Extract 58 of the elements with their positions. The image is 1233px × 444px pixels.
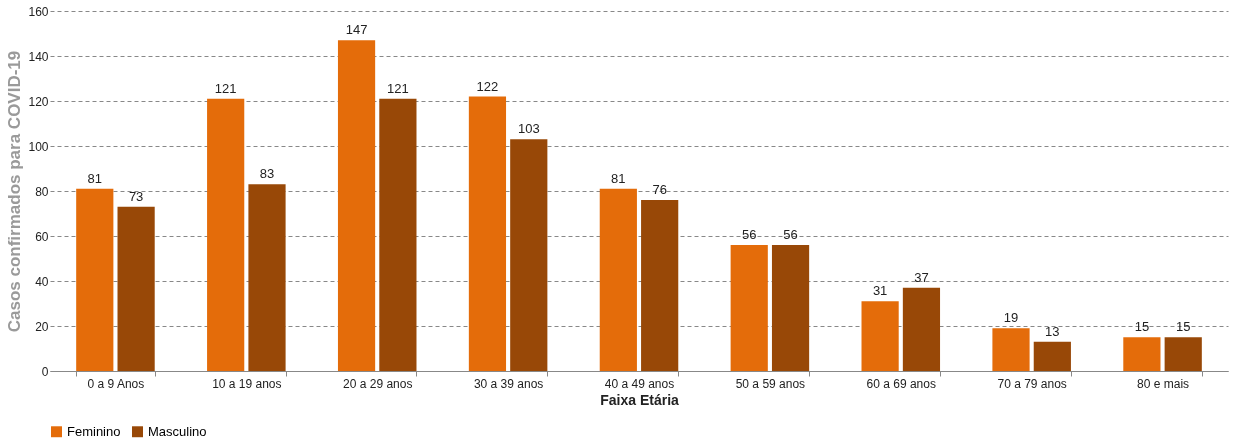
data-label: 121 (214, 80, 237, 96)
y-tick-label: 20 (35, 319, 49, 334)
data-label: 122 (476, 78, 499, 94)
bar (641, 200, 679, 371)
y-tick-label: 120 (28, 94, 49, 109)
data-label: 81 (611, 170, 626, 186)
data-label: 83 (259, 166, 275, 182)
bar (902, 287, 941, 371)
bar (771, 245, 810, 371)
x-tick-label: 30 a 39 anos (473, 376, 544, 391)
data-label: 56 (741, 227, 757, 242)
x-tick-label: 40 a 49 anos (604, 376, 675, 391)
data-label: 15 (1175, 319, 1191, 335)
x-tick-label: 80 e mais (1137, 376, 1190, 391)
data-label: 76 (652, 182, 667, 197)
data-label: 73 (128, 188, 144, 204)
y-tick-label: 160 (28, 4, 49, 19)
x-tick-label: 0 a 9 Anos (87, 376, 145, 391)
legend-label: Feminino (67, 423, 121, 439)
data-label: 31 (872, 283, 888, 299)
legend-label: Masculino (148, 423, 207, 439)
bar (861, 301, 899, 371)
y-tick-label: 0 (41, 364, 49, 379)
data-label: 56 (783, 227, 798, 242)
y-tick-label: 40 (35, 274, 49, 289)
bar (248, 184, 286, 371)
bar (468, 96, 507, 371)
x-tick-label: 10 a 19 anos (212, 376, 282, 391)
y-axis-title: Casos confirmados para COVID-19 (5, 50, 25, 333)
data-label: 37 (914, 269, 929, 285)
bar (1033, 341, 1071, 371)
data-label: 103 (517, 121, 540, 137)
bar (337, 40, 376, 371)
x-tick-label: 70 a 79 anos (997, 376, 1067, 391)
data-label: 147 (345, 22, 368, 38)
x-axis-title: Faixa Etária (600, 391, 680, 408)
data-label: 81 (87, 170, 103, 186)
data-label: 13 (1045, 323, 1060, 339)
bar (117, 206, 155, 371)
bar (992, 328, 1030, 371)
bar (1164, 337, 1202, 371)
bar (730, 245, 768, 371)
bar (379, 98, 417, 371)
y-tick-label: 140 (28, 49, 49, 64)
bar (599, 188, 637, 371)
bar (510, 139, 548, 371)
x-tick-label: 20 a 29 anos (343, 376, 413, 391)
y-tick-label: 100 (28, 139, 49, 154)
bar (207, 98, 245, 371)
x-tick-label: 60 a 69 anos (866, 376, 936, 391)
data-label: 121 (387, 80, 409, 96)
data-label: 15 (1134, 319, 1150, 335)
x-tick-label: 50 a 59 anos (735, 376, 806, 391)
y-tick-label: 80 (35, 184, 49, 199)
bar (76, 188, 114, 371)
data-label: 19 (1003, 310, 1019, 326)
y-tick-label: 60 (35, 229, 49, 244)
bar (1123, 337, 1161, 371)
